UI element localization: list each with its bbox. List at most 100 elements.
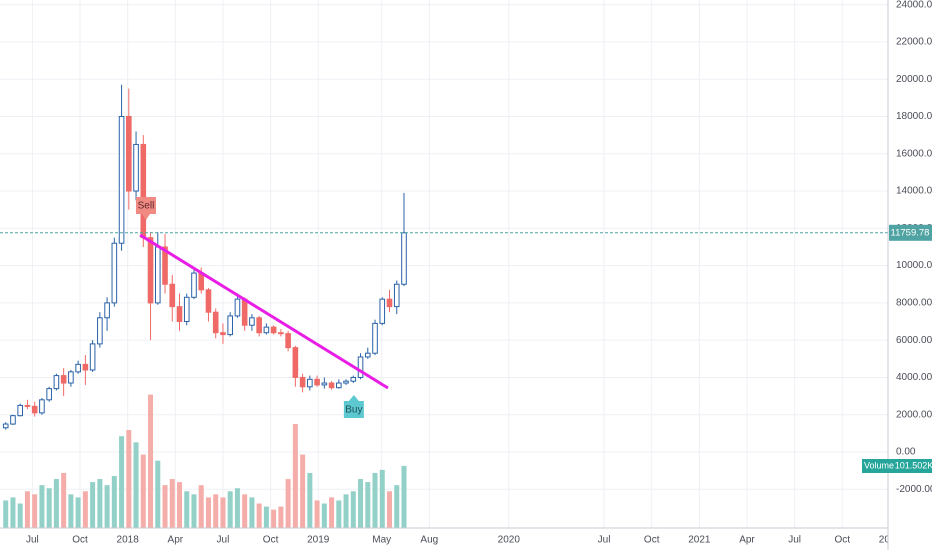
candle-body	[31, 405, 38, 414]
candle-body	[60, 375, 67, 384]
volume-bar	[256, 503, 262, 528]
x-tick-label: 2021	[688, 535, 711, 546]
x-tick-label: Aug	[420, 535, 438, 546]
volume-bar	[292, 423, 298, 528]
candle-body	[270, 326, 277, 334]
volume-bar	[350, 491, 356, 528]
x-tick-label: 2018	[117, 535, 140, 546]
volume-bar	[177, 482, 183, 528]
volume-bar	[155, 460, 161, 528]
candle-body	[82, 363, 89, 371]
y-tick-label: 0.00	[896, 447, 916, 458]
candle-body	[336, 382, 342, 389]
x-tick-label: 2020	[498, 535, 521, 546]
volume-bar	[162, 485, 168, 528]
y-tick-label: 24000.00	[896, 0, 932, 10]
x-tick-label: May	[372, 535, 391, 546]
volume-bar	[140, 454, 146, 528]
candle-body	[249, 317, 255, 326]
annotation-marker	[343, 394, 364, 418]
volume-bar	[68, 494, 74, 528]
candle-body	[307, 378, 313, 388]
candle-body	[104, 302, 110, 319]
volume-name: Volume	[864, 460, 894, 470]
candle-body	[401, 232, 407, 285]
volume-bar	[358, 479, 364, 528]
candle-body	[191, 272, 197, 298]
volume-bar	[39, 485, 45, 528]
candle-body	[147, 237, 154, 304]
volume-bar	[307, 472, 313, 528]
candle-body	[133, 143, 139, 192]
volume-bar	[90, 482, 96, 528]
y-tick-label: 14000.00	[896, 186, 932, 197]
volume-bar	[300, 454, 306, 528]
volume-bar	[285, 479, 291, 528]
volume-bar	[220, 497, 226, 528]
candle-body	[220, 332, 226, 336]
candle-body	[24, 404, 31, 407]
candle-body	[292, 347, 299, 378]
annotation-marker	[135, 196, 156, 220]
candle-body	[75, 363, 81, 373]
volume-bar	[401, 465, 407, 528]
x-tick-label: Jul	[788, 535, 801, 546]
candle-body	[386, 298, 393, 308]
y-tick-label: 2000.00	[896, 409, 932, 420]
volume-bar	[278, 506, 284, 528]
volume-bar	[394, 485, 400, 528]
volume-bar	[227, 491, 233, 528]
volume-bar	[97, 479, 103, 528]
candle-body	[393, 283, 400, 308]
volume-bar	[379, 469, 385, 528]
x-tick-label: Oct	[263, 535, 279, 546]
y-tick-label: 16000.00	[896, 148, 932, 159]
x-tick-label: Jul	[217, 535, 230, 546]
volume-bar	[329, 497, 335, 528]
volume-bar	[321, 503, 327, 528]
candle-body	[154, 246, 161, 304]
x-tick-label: Apr	[168, 535, 184, 546]
volume-bar	[198, 485, 204, 528]
x-tick-label: Apr	[739, 535, 755, 546]
candle-body	[68, 371, 74, 384]
candle-body	[234, 298, 241, 317]
candle-body	[39, 399, 45, 414]
volume-bar	[314, 500, 320, 528]
volume-bar	[242, 494, 248, 528]
candle-body	[212, 311, 219, 334]
trendline	[139, 233, 389, 390]
volume-bar	[213, 494, 219, 528]
volume-bar	[133, 442, 139, 528]
candle-body	[350, 376, 357, 382]
y-tick-label: 22000.00	[896, 37, 932, 48]
candle-body	[118, 115, 125, 244]
candle-body	[53, 375, 60, 390]
candle-body	[111, 242, 118, 304]
volume-bar	[46, 488, 52, 528]
candle-body	[321, 382, 328, 386]
candle-body	[46, 388, 52, 401]
candle-body	[169, 283, 176, 308]
candle-body	[10, 415, 16, 425]
x-tick-label: Jul	[598, 535, 611, 546]
price-axis-bg	[888, 0, 932, 550]
candle-body	[364, 352, 371, 358]
volume-value: 101.502K	[895, 460, 932, 470]
volume-bar	[61, 472, 67, 528]
x-tick-label: Oct	[72, 535, 88, 546]
x-tick-label: Oct	[644, 535, 660, 546]
volume-bar	[249, 497, 255, 528]
volume-name-box	[862, 459, 896, 473]
x-tick-label: Oct	[834, 535, 850, 546]
candle-body	[299, 376, 306, 388]
candle-body	[285, 333, 291, 349]
volume-bar	[234, 488, 240, 528]
volume-bar	[17, 503, 23, 528]
volume-bar	[365, 482, 371, 528]
last-price-box	[889, 224, 932, 241]
candle-body	[176, 306, 183, 323]
candle-body	[256, 317, 262, 334]
volume-bar	[126, 430, 132, 528]
